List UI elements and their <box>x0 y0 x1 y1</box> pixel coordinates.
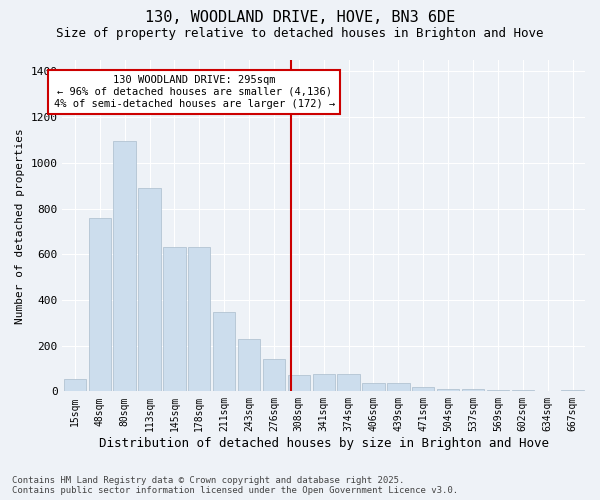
Bar <box>362 384 385 392</box>
Bar <box>412 387 434 392</box>
Bar <box>313 374 335 392</box>
Bar <box>263 360 285 392</box>
Bar <box>113 141 136 392</box>
Bar <box>64 379 86 392</box>
Bar <box>512 390 534 392</box>
Bar <box>562 390 584 392</box>
Bar <box>287 376 310 392</box>
Bar <box>387 384 410 392</box>
Text: Size of property relative to detached houses in Brighton and Hove: Size of property relative to detached ho… <box>56 28 544 40</box>
Bar <box>487 390 509 392</box>
Text: 130, WOODLAND DRIVE, HOVE, BN3 6DE: 130, WOODLAND DRIVE, HOVE, BN3 6DE <box>145 10 455 25</box>
Bar <box>163 248 185 392</box>
Y-axis label: Number of detached properties: Number of detached properties <box>15 128 25 324</box>
Bar <box>188 248 211 392</box>
Bar <box>238 339 260 392</box>
Text: 130 WOODLAND DRIVE: 295sqm
← 96% of detached houses are smaller (4,136)
4% of se: 130 WOODLAND DRIVE: 295sqm ← 96% of deta… <box>53 76 335 108</box>
Bar <box>139 188 161 392</box>
Text: Contains HM Land Registry data © Crown copyright and database right 2025.
Contai: Contains HM Land Registry data © Crown c… <box>12 476 458 495</box>
Bar <box>213 312 235 392</box>
Bar <box>337 374 360 392</box>
Bar <box>437 388 460 392</box>
Bar <box>462 389 484 392</box>
Bar <box>89 218 111 392</box>
X-axis label: Distribution of detached houses by size in Brighton and Hove: Distribution of detached houses by size … <box>99 437 549 450</box>
